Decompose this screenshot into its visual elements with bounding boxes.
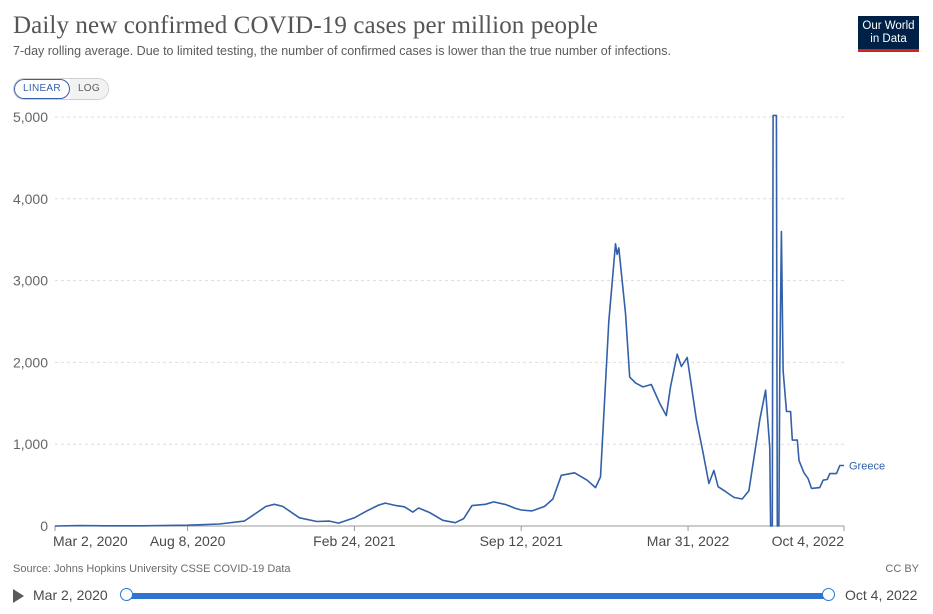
scale-toggle: LINEAR LOG (13, 78, 109, 100)
owid-logo[interactable]: Our World in Data (858, 16, 919, 52)
linear-scale-button[interactable]: LINEAR (14, 79, 70, 99)
y-tick-label: 0 (40, 518, 48, 534)
x-tick-label: Sep 12, 2021 (480, 533, 564, 549)
x-tick-label: Oct 4, 2022 (772, 533, 845, 549)
timeline-end-handle[interactable] (821, 588, 835, 601)
y-tick-label: 2,000 (13, 354, 48, 370)
timeline-start-label: Mar 2, 2020 (33, 587, 108, 603)
series-label-greece[interactable]: Greece (849, 460, 885, 472)
play-icon[interactable] (13, 589, 24, 603)
x-tick-label: Aug 8, 2020 (150, 533, 226, 549)
series-line-greece[interactable] (54, 114, 844, 527)
chart-title: Daily new confirmed COVID-19 cases per m… (13, 12, 598, 39)
logo-line-2: in Data (870, 33, 907, 45)
source-note[interactable]: Source: Johns Hopkins University CSSE CO… (13, 563, 291, 575)
y-tick-label: 1,000 (13, 436, 48, 452)
log-scale-button[interactable]: LOG (69, 79, 108, 99)
x-tick-label: Mar 31, 2022 (647, 533, 730, 549)
x-axis: Mar 2, 2020 Aug 8, 2020 Feb 24, 2021 Sep 12… (53, 525, 845, 549)
timeline: Mar 2, 2020 Oct 4, 2022 (0, 583, 933, 609)
y-tick-label: 3,000 (13, 273, 48, 289)
timeline-track[interactable] (126, 593, 828, 599)
y-axis: 0 1,000 2,000 3,000 4,000 5,000 (13, 109, 48, 534)
chart-subtitle: 7-day rolling average. Due to limited te… (13, 44, 671, 58)
x-tick-label: Mar 2, 2020 (53, 533, 128, 549)
series-layer: Greece (54, 114, 885, 527)
license-label[interactable]: CC BY (885, 563, 919, 575)
line-chart: 0 1,000 2,000 3,000 4,000 5,000 Mar 2, 2020 Au… (13, 109, 885, 549)
grid-layer (55, 116, 844, 445)
logo-line-1: Our World (862, 20, 915, 32)
y-tick-label: 4,000 (13, 191, 48, 207)
x-tick-label: Feb 24, 2021 (313, 533, 396, 549)
timeline-end-label: Oct 4, 2022 (845, 587, 918, 603)
timeline-start-handle[interactable] (119, 588, 133, 601)
y-tick-label: 5,000 (13, 109, 48, 125)
